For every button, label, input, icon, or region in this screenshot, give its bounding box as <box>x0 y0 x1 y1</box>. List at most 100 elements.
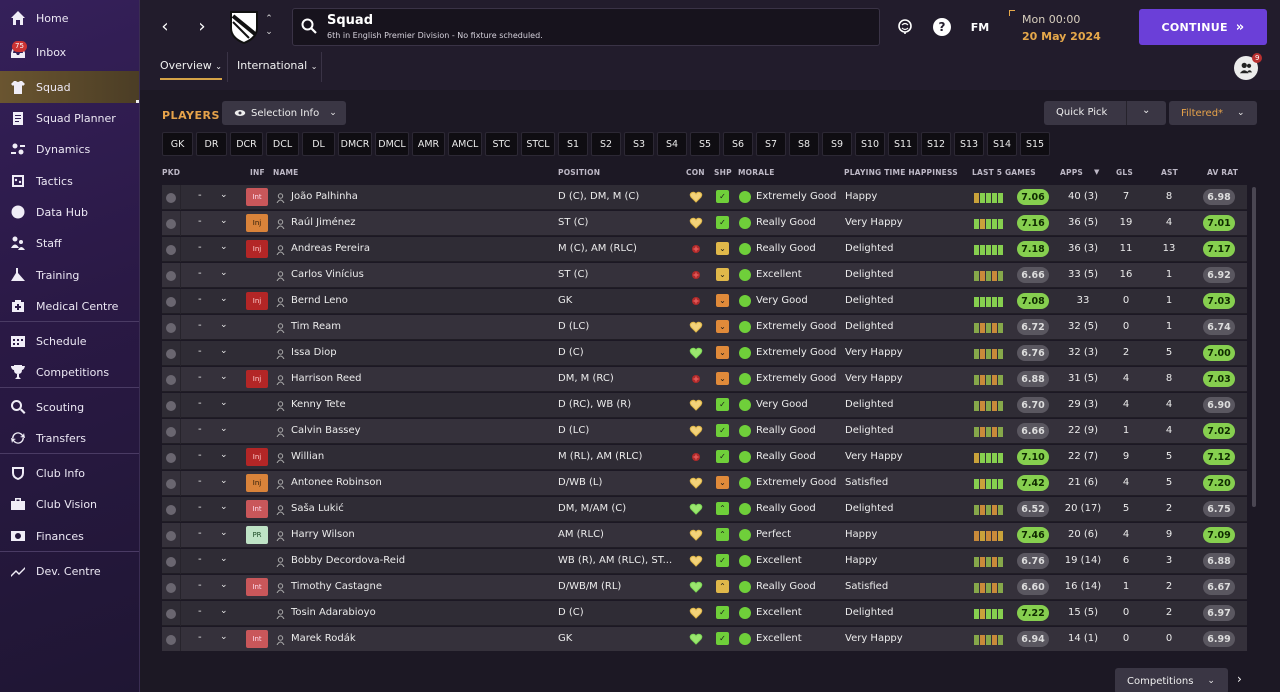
position-filter-amr[interactable]: AMR <box>412 132 445 156</box>
pick-toggle-icon[interactable] <box>166 505 176 515</box>
row-chevron-down-icon[interactable]: ⌄ <box>220 424 228 434</box>
table-row[interactable]: - ⌄ Tosin Adarabioyo D (C) ✓ Excellent Delight… <box>162 601 1247 626</box>
pick-toggle-icon[interactable] <box>166 557 176 567</box>
column-header-name[interactable]: NAME <box>273 168 299 177</box>
pick-toggle-icon[interactable] <box>166 531 176 541</box>
quick-pick-dropdown[interactable]: Quick Pick ⌄ <box>1044 101 1166 125</box>
player-name[interactable]: João Palhinha <box>291 191 358 202</box>
continue-button[interactable]: CONTINUE » <box>1139 9 1267 45</box>
pick-toggle-icon[interactable] <box>166 271 176 281</box>
sidebar-item-finances[interactable]: Finances <box>0 521 139 551</box>
help-icon[interactable]: ? <box>932 17 952 37</box>
position-filter-s5[interactable]: S5 <box>690 132 720 156</box>
sidebar-item-home[interactable]: Home <box>0 3 139 33</box>
position-filter-s3[interactable]: S3 <box>624 132 654 156</box>
player-name[interactable]: Harry Wilson <box>291 529 355 540</box>
pick-toggle-icon[interactable] <box>166 245 176 255</box>
row-chevron-down-icon[interactable]: ⌄ <box>220 632 228 642</box>
position-filter-dl[interactable]: DL <box>302 132 335 156</box>
pick-toggle-icon[interactable] <box>166 401 176 411</box>
position-filter-s7[interactable]: S7 <box>756 132 786 156</box>
position-filter-gk[interactable]: GK <box>162 132 193 156</box>
pick-toggle-icon[interactable] <box>166 427 176 437</box>
table-row[interactable]: - ⌄ Inj Harrison Reed DM, M (RC) ⌄ Extremely G… <box>162 367 1247 392</box>
pick-toggle-icon[interactable] <box>166 583 176 593</box>
vertical-scrollbar[interactable] <box>1252 187 1256 507</box>
sidebar-item-training[interactable]: Training <box>0 260 139 290</box>
row-chevron-down-icon[interactable]: ⌄ <box>220 450 228 460</box>
player-name[interactable]: Willian <box>291 451 325 462</box>
sidebar-item-data-hub[interactable]: Data Hub <box>0 197 139 227</box>
player-name[interactable]: Carlos Vinícius <box>291 269 364 280</box>
row-chevron-down-icon[interactable]: ⌄ <box>220 372 228 382</box>
table-row[interactable]: - ⌄ Calvin Bassey D (LC) ✓ Really Good Delight… <box>162 419 1247 444</box>
sidebar-item-inbox[interactable]: 75 Inbox <box>0 37 139 67</box>
forward-arrow-button[interactable]: › <box>198 16 206 37</box>
tab-international[interactable]: International ⌄ <box>237 59 317 78</box>
chevron-down-icon[interactable]: ⌄ <box>1142 105 1151 116</box>
table-row[interactable]: - ⌄ Inj Willian M (RL), AM (RLC) ✓ Really Good… <box>162 445 1247 470</box>
sidebar-item-dev-centre[interactable]: Dev. Centre <box>0 556 139 586</box>
player-name[interactable]: Kenny Tete <box>291 399 346 410</box>
row-chevron-down-icon[interactable]: ⌄ <box>220 398 228 408</box>
club-badge-icon[interactable] <box>229 10 259 44</box>
pick-toggle-icon[interactable] <box>166 193 176 203</box>
player-name[interactable]: Raúl Jiménez <box>291 217 356 228</box>
pick-toggle-icon[interactable] <box>166 297 176 307</box>
row-chevron-down-icon[interactable]: ⌄ <box>220 580 228 590</box>
column-header-last5[interactable]: LAST 5 GAMES <box>972 168 1036 177</box>
table-row[interactable]: - ⌄ Kenny Tete D (RC), WB (R) ✓ Very Good Deli… <box>162 393 1247 418</box>
row-chevron-down-icon[interactable]: ⌄ <box>220 216 228 226</box>
pick-toggle-icon[interactable] <box>166 219 176 229</box>
table-row[interactable]: - ⌄ Inj Bernd Leno GK ⌄ Very Good Delighted 7.08… <box>162 289 1247 314</box>
sidebar-item-dynamics[interactable]: Dynamics <box>0 134 139 164</box>
table-row[interactable]: - ⌄ Inj Antonee Robinson D/WB (L) ⌄ Extremely … <box>162 471 1247 496</box>
column-header-morale[interactable]: MORALE <box>738 168 775 177</box>
table-row[interactable]: - ⌄ Inj Andreas Pereira M (C), AM (RLC) ⌄ Real… <box>162 237 1247 262</box>
player-name[interactable]: Marek Rodák <box>291 633 356 644</box>
position-filter-s9[interactable]: S9 <box>822 132 852 156</box>
selection-info-button[interactable]: Selection Info ⌄ <box>222 101 346 125</box>
next-arrow-icon[interactable]: › <box>1237 672 1242 686</box>
sidebar-item-transfers[interactable]: Transfers <box>0 423 139 453</box>
player-name[interactable]: Antonee Robinson <box>291 477 382 488</box>
position-filter-dmcr[interactable]: DMCR <box>338 132 372 156</box>
table-row[interactable]: - ⌄ PR Harry Wilson AM (RLC) ⌃ Perfect Happy 7.4… <box>162 523 1247 548</box>
column-header-inf[interactable]: INF <box>250 168 265 177</box>
player-name[interactable]: Calvin Bassey <box>291 425 361 436</box>
pick-toggle-icon[interactable] <box>166 635 176 645</box>
row-chevron-down-icon[interactable]: ⌄ <box>220 268 228 278</box>
position-filter-s1[interactable]: S1 <box>558 132 588 156</box>
table-row[interactable]: - ⌄ Bobby Decordova-Reid WB (R), AM (RLC), … <box>162 549 1247 574</box>
player-name[interactable]: Andreas Pereira <box>291 243 370 254</box>
player-name[interactable]: Bernd Leno <box>291 295 348 306</box>
back-arrow-button[interactable]: ‹ <box>161 16 169 37</box>
row-chevron-down-icon[interactable]: ⌄ <box>220 190 228 200</box>
column-header-apps[interactable]: APPS <box>1060 168 1083 177</box>
table-row[interactable]: - ⌄ Int Saša Lukić DM, M/AM (C) ⌃ Really Good D… <box>162 497 1247 522</box>
sidebar-item-club-info[interactable]: Club Info <box>0 458 139 488</box>
position-filter-dr[interactable]: DR <box>196 132 227 156</box>
fm-menu-button[interactable]: FM <box>970 20 990 34</box>
competitions-dropdown[interactable]: Competitions ⌄ <box>1115 668 1228 692</box>
table-row[interactable]: - ⌄ Carlos Vinícius ST (C) ⌄ Excellent Delight… <box>162 263 1247 288</box>
brain-icon[interactable] <box>895 17 915 37</box>
position-filter-s2[interactable]: S2 <box>591 132 621 156</box>
pick-toggle-icon[interactable] <box>166 453 176 463</box>
sidebar-item-club-vision[interactable]: Club Vision <box>0 489 139 519</box>
table-row[interactable]: - ⌄ Tim Ream D (LC) ⌄ Extremely Good Delighted… <box>162 315 1247 340</box>
sidebar-item-squad-planner[interactable]: Squad Planner <box>0 103 139 133</box>
column-header-gls[interactable]: GLS <box>1116 168 1133 177</box>
column-header-position[interactable]: POSITION <box>558 168 601 177</box>
row-chevron-down-icon[interactable]: ⌄ <box>220 320 228 330</box>
table-row[interactable]: - ⌄ Int Timothy Castagne D/WB/M (RL) ⌃ Really … <box>162 575 1247 600</box>
sidebar-item-medical-centre[interactable]: Medical Centre <box>0 291 139 321</box>
search-icon[interactable] <box>301 18 317 34</box>
player-name[interactable]: Timothy Castagne <box>291 581 383 592</box>
club-switch-arrows-icon[interactable]: ⌃ ⌄ <box>265 14 273 37</box>
pick-toggle-icon[interactable] <box>166 349 176 359</box>
sidebar-item-scouting[interactable]: Scouting <box>0 392 139 422</box>
row-chevron-down-icon[interactable]: ⌄ <box>220 294 228 304</box>
position-filter-dcr[interactable]: DCR <box>230 132 263 156</box>
player-name[interactable]: Bobby Decordova-Reid <box>291 555 406 566</box>
